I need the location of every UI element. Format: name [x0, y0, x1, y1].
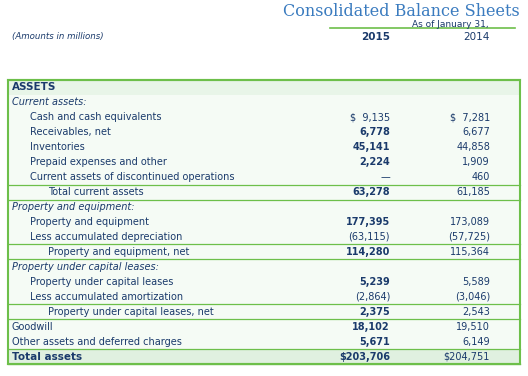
Bar: [8, 110, 520, 125]
Text: 61,185: 61,185: [456, 187, 490, 197]
Text: 45,141: 45,141: [353, 142, 390, 152]
Text: 1,909: 1,909: [463, 157, 490, 167]
Bar: [8, 304, 520, 319]
Bar: [8, 155, 520, 170]
Bar: [8, 170, 520, 185]
Text: $  7,281: $ 7,281: [450, 112, 490, 122]
Bar: [8, 185, 520, 200]
Text: Goodwill: Goodwill: [12, 321, 54, 332]
Text: 44,858: 44,858: [456, 142, 490, 152]
Text: (3,046): (3,046): [455, 292, 490, 302]
Text: (2,864): (2,864): [355, 292, 390, 302]
Text: 2,543: 2,543: [462, 307, 490, 317]
Bar: [8, 319, 520, 334]
Text: Current assets:: Current assets:: [12, 97, 87, 108]
Bar: [8, 125, 520, 140]
Bar: [8, 244, 520, 259]
Bar: [8, 289, 520, 304]
Bar: [8, 95, 520, 110]
Text: Prepaid expenses and other: Prepaid expenses and other: [30, 157, 167, 167]
Text: 18,102: 18,102: [352, 321, 390, 332]
Text: Inventories: Inventories: [30, 142, 85, 152]
Bar: [8, 349, 520, 364]
Text: 6,677: 6,677: [462, 127, 490, 137]
Text: 5,589: 5,589: [462, 277, 490, 287]
Text: ASSETS: ASSETS: [12, 82, 56, 92]
Text: 6,149: 6,149: [463, 337, 490, 347]
Text: 63,278: 63,278: [352, 187, 390, 197]
Text: 2014: 2014: [464, 32, 490, 42]
Text: Cash and cash equivalents: Cash and cash equivalents: [30, 112, 162, 122]
Bar: [8, 229, 520, 244]
Text: 460: 460: [472, 172, 490, 182]
Text: 19,510: 19,510: [456, 321, 490, 332]
Text: 173,089: 173,089: [450, 217, 490, 227]
Text: 2,375: 2,375: [359, 307, 390, 317]
Text: Consolidated Balance Sheets: Consolidated Balance Sheets: [283, 3, 520, 20]
Text: 6,778: 6,778: [359, 127, 390, 137]
Text: Property and equipment:: Property and equipment:: [12, 202, 135, 212]
Text: 2,224: 2,224: [359, 157, 390, 167]
Text: 2015: 2015: [361, 32, 390, 42]
Text: —: —: [380, 172, 390, 182]
Bar: [8, 140, 520, 155]
Bar: [8, 274, 520, 289]
Text: Current assets of discontinued operations: Current assets of discontinued operation…: [30, 172, 234, 182]
Text: Property and equipment: Property and equipment: [30, 217, 149, 227]
Text: Property under capital leases, net: Property under capital leases, net: [48, 307, 214, 317]
Text: Total current assets: Total current assets: [48, 187, 144, 197]
Text: 5,239: 5,239: [359, 277, 390, 287]
Bar: [8, 259, 520, 274]
Bar: [8, 215, 520, 229]
Text: (63,115): (63,115): [348, 232, 390, 242]
Text: Less accumulated depreciation: Less accumulated depreciation: [30, 232, 182, 242]
Text: Property under capital leases:: Property under capital leases:: [12, 262, 159, 272]
Text: $204,751: $204,751: [444, 352, 490, 362]
Text: (57,725): (57,725): [448, 232, 490, 242]
Text: Other assets and deferred charges: Other assets and deferred charges: [12, 337, 182, 347]
Text: 177,395: 177,395: [346, 217, 390, 227]
Text: Property and equipment, net: Property and equipment, net: [48, 247, 190, 257]
Text: (Amounts in millions): (Amounts in millions): [12, 32, 103, 41]
Bar: [8, 80, 520, 95]
Text: Total assets: Total assets: [12, 352, 82, 362]
Text: 114,280: 114,280: [346, 247, 390, 257]
Text: $203,706: $203,706: [339, 352, 390, 362]
Text: As of January 31,: As of January 31,: [412, 20, 488, 29]
Text: 115,364: 115,364: [450, 247, 490, 257]
Bar: [8, 334, 520, 349]
Text: Receivables, net: Receivables, net: [30, 127, 111, 137]
Text: Property under capital leases: Property under capital leases: [30, 277, 173, 287]
Text: 5,671: 5,671: [359, 337, 390, 347]
Bar: [8, 200, 520, 215]
Text: $  9,135: $ 9,135: [350, 112, 390, 122]
Text: Less accumulated amortization: Less accumulated amortization: [30, 292, 183, 302]
